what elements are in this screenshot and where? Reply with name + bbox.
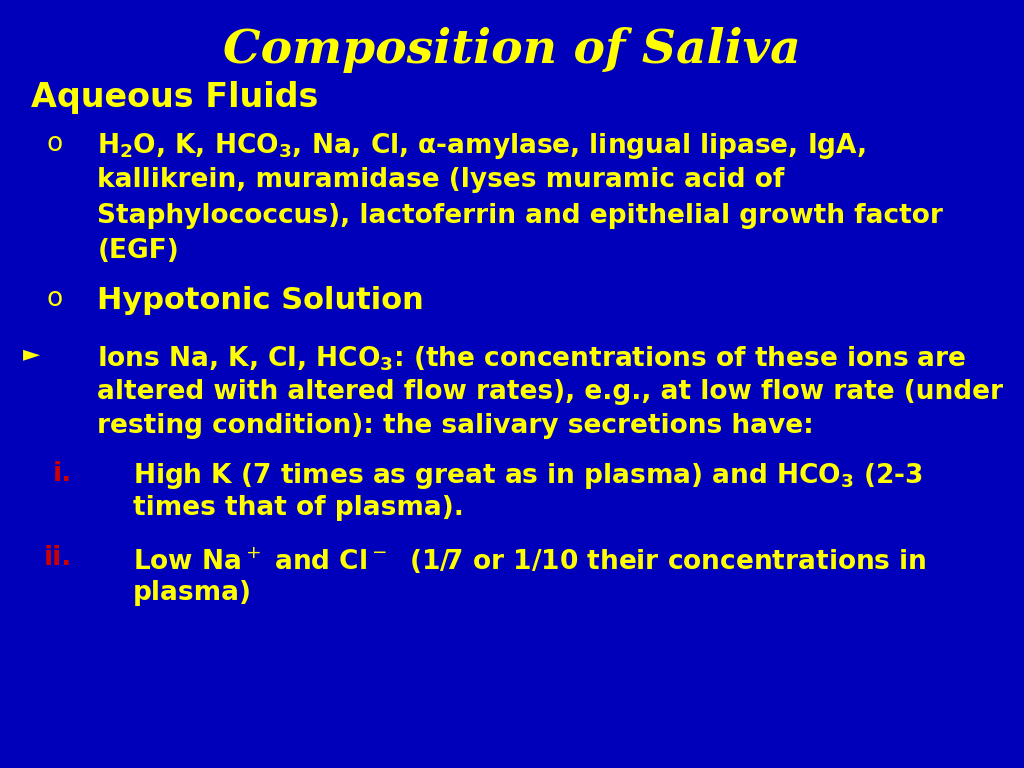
Text: ii.: ii. [44, 545, 73, 571]
Text: Staphylococcus), lactoferrin and epithelial growth factor: Staphylococcus), lactoferrin and epithel… [97, 203, 943, 229]
Text: o: o [46, 286, 62, 312]
Text: i.: i. [53, 461, 73, 487]
Text: H$_\mathregular{2}$O, K, HCO$_\mathregular{3}$, Na, Cl, $\mathregular{\alpha}$-a: H$_\mathregular{2}$O, K, HCO$_\mathregul… [97, 131, 865, 161]
Text: Composition of Saliva: Composition of Saliva [223, 27, 801, 73]
Text: Hypotonic Solution: Hypotonic Solution [97, 286, 424, 315]
Text: resting condition): the salivary secretions have:: resting condition): the salivary secreti… [97, 413, 814, 439]
Text: (EGF): (EGF) [97, 238, 179, 264]
Text: kallikrein, muramidase (lyses muramic acid of: kallikrein, muramidase (lyses muramic ac… [97, 167, 784, 194]
Text: altered with altered flow rates), e.g., at low flow rate (under: altered with altered flow rates), e.g., … [97, 379, 1004, 405]
Text: Low Na$^+$ and Cl$^-$  (1/7 or 1/10 their concentrations in: Low Na$^+$ and Cl$^-$ (1/7 or 1/10 their… [133, 545, 927, 576]
Text: High K (7 times as great as in plasma) and HCO$_\mathregular{3}$ (2-3: High K (7 times as great as in plasma) a… [133, 461, 923, 491]
Text: o: o [46, 131, 62, 157]
Text: plasma): plasma) [133, 580, 252, 606]
Text: times that of plasma).: times that of plasma). [133, 495, 464, 521]
Text: Ions Na, K, CI, HCO$_\mathregular{3}$: (the concentrations of these ions are: Ions Na, K, CI, HCO$_\mathregular{3}$: (… [97, 344, 967, 372]
Text: ►: ► [23, 344, 40, 364]
Text: Aqueous Fluids: Aqueous Fluids [31, 81, 318, 114]
